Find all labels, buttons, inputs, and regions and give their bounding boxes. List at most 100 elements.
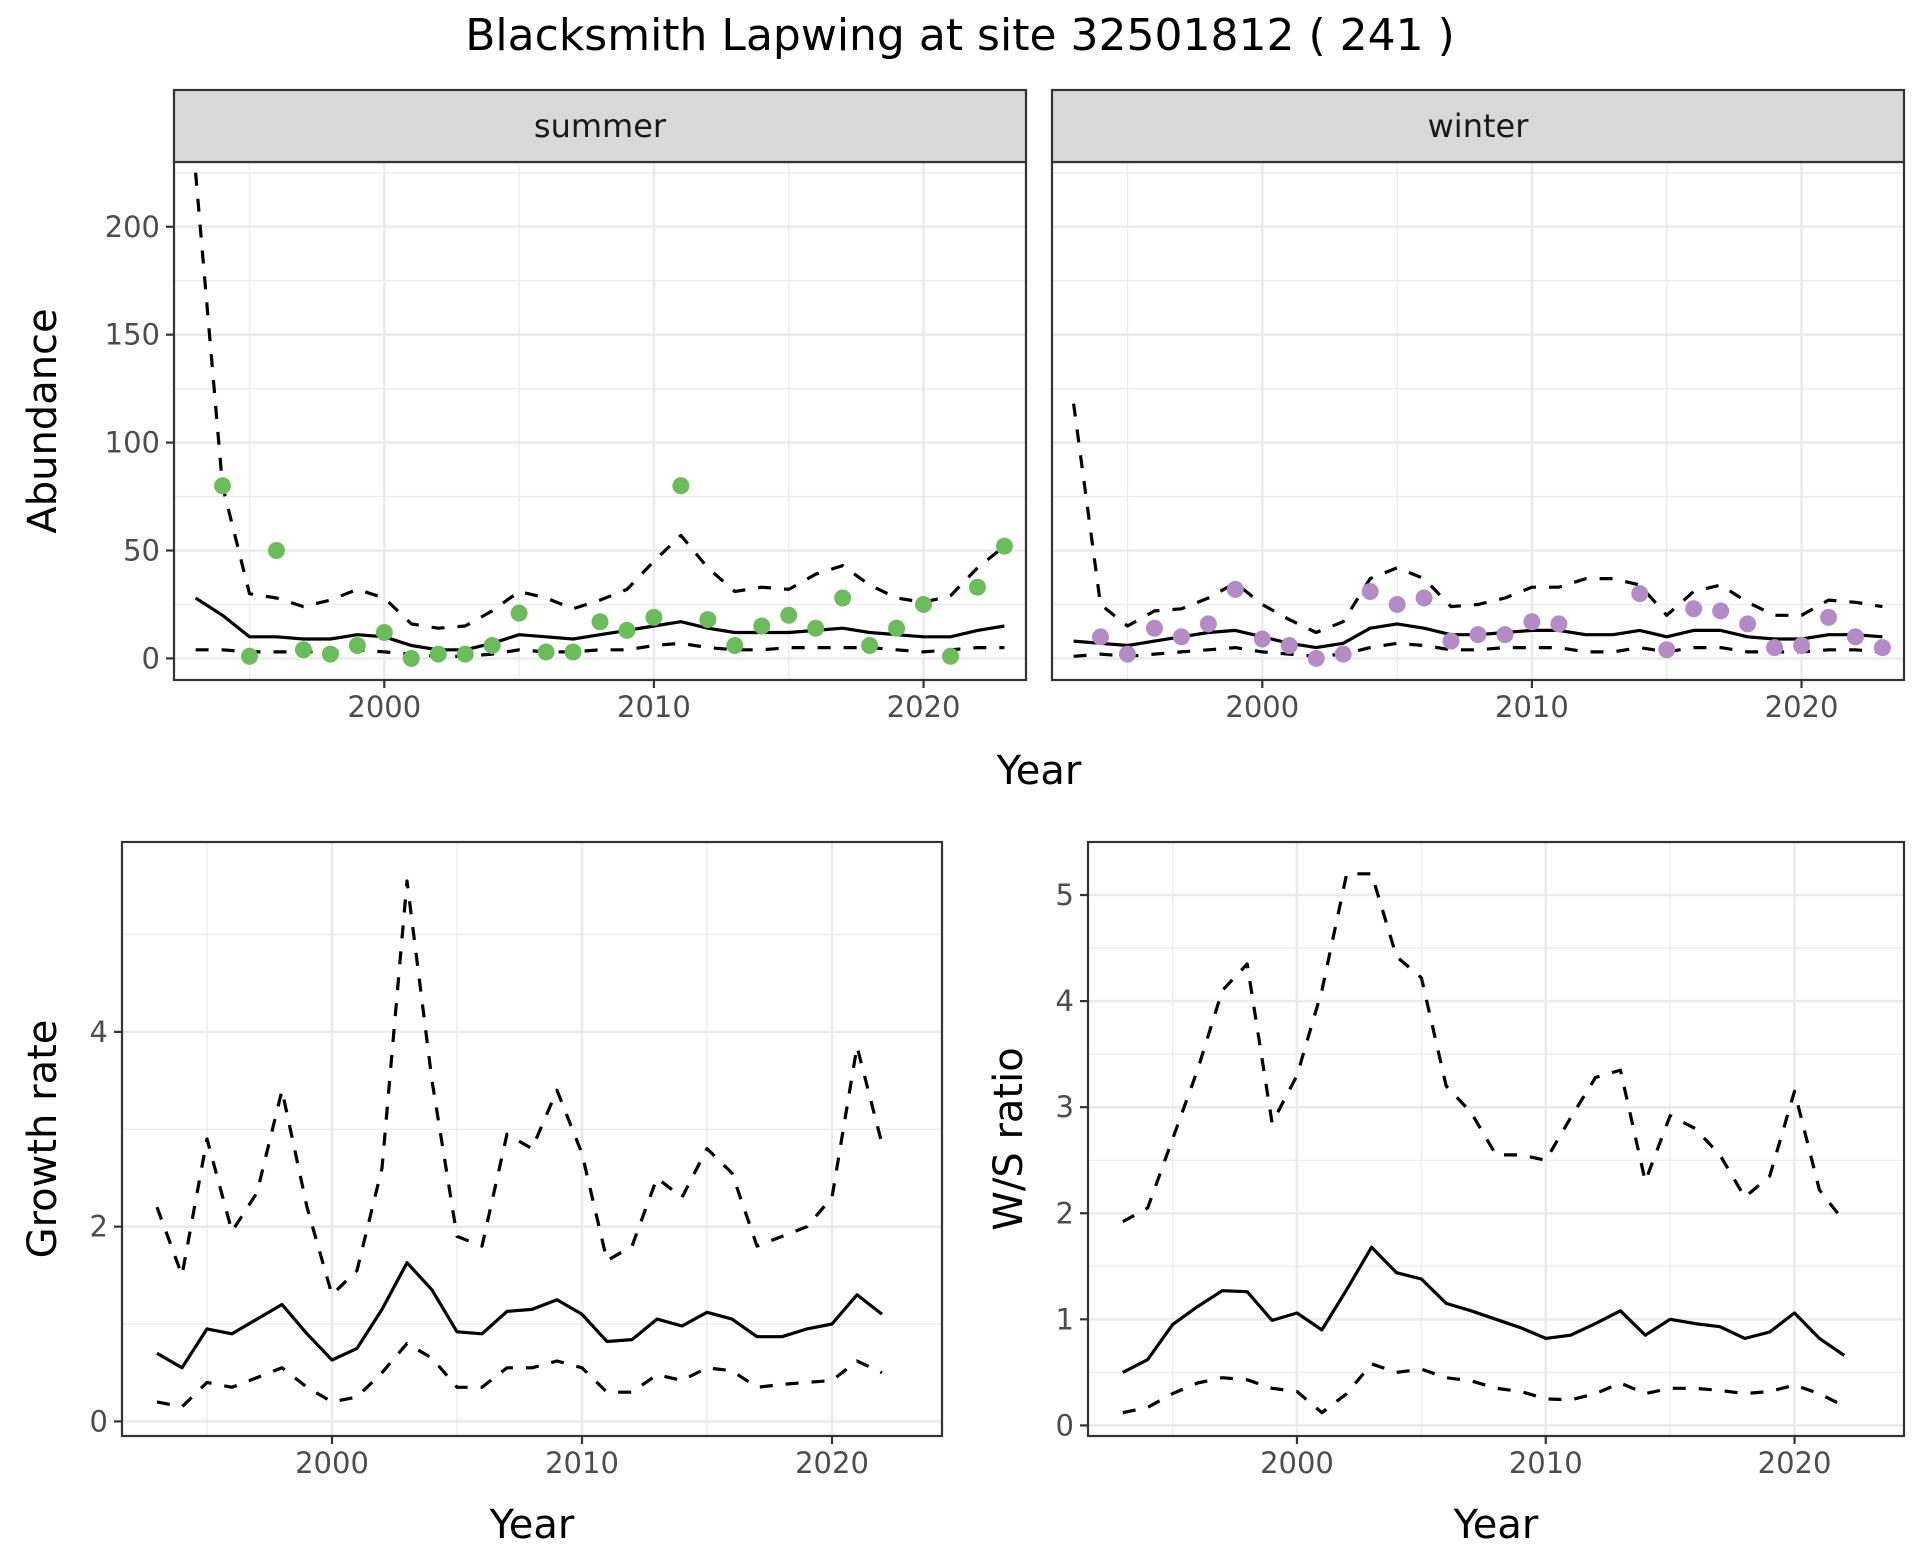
figure-title: Blacksmith Lapwing at site 32501812 ( 24… [465, 10, 1454, 61]
data-points [1092, 580, 1891, 667]
panel-border [1086, 840, 1906, 1438]
y-tick-label: 4 [1056, 984, 1074, 1018]
x-tick-label: 2010 [1495, 690, 1569, 724]
data-point [780, 606, 798, 624]
y-tick-label: 0 [1056, 1408, 1074, 1442]
data-point [1280, 636, 1298, 654]
confidence-bound-line-2 [1073, 641, 1883, 658]
facet-x-axis-title: Year [996, 748, 1082, 794]
x-tick-label: 2020 [1758, 1446, 1832, 1480]
confidence-bound-line-2 [156, 1341, 883, 1409]
data-point [861, 636, 879, 654]
x-axis-ticks: 2000 2010 2020 [1260, 1436, 1831, 1480]
data-point [699, 611, 717, 629]
data-point [1334, 645, 1352, 663]
x-axis-title: Year [1453, 1502, 1539, 1548]
data-point [1361, 583, 1379, 601]
x-tick-label: 2020 [795, 1446, 869, 1480]
data-point [375, 624, 393, 642]
facet-strip-label: summer [534, 107, 667, 145]
data-point [1145, 619, 1163, 637]
facet-strip [1050, 88, 1906, 164]
panel-growth: 2000 2010 2020 0 2 4 Growth rate Year [20, 840, 944, 1548]
x-tick-label: 2010 [1509, 1446, 1583, 1480]
y-tick-label: 150 [105, 318, 160, 352]
x-tick-label: 2010 [617, 690, 691, 724]
data-point [1820, 608, 1838, 626]
panel-winter: winter 2000 2010 2020 [1050, 88, 1906, 724]
data-point [510, 604, 528, 622]
x-tick-label: 2000 [347, 690, 421, 724]
y-tick-label: 2 [90, 1210, 108, 1244]
x-axis-ticks: 2000 2010 2020 [347, 680, 960, 724]
data-point [564, 643, 582, 661]
grid-lines [122, 842, 942, 1436]
data-point [1253, 630, 1271, 648]
y-tick-label: 4 [90, 1015, 108, 1049]
data-point [1550, 615, 1568, 633]
data-point [1226, 580, 1244, 598]
data-point [995, 537, 1013, 555]
data-point [402, 649, 420, 667]
data-point [1415, 589, 1433, 607]
panel-background [174, 162, 1026, 680]
confidence-bound-line-1 [194, 172, 1006, 630]
data-point [1739, 615, 1757, 633]
data-point [294, 641, 312, 659]
data-point [214, 477, 232, 495]
data-point [1631, 585, 1649, 603]
data-point [1846, 628, 1864, 646]
estimate-line-0 [156, 1261, 883, 1370]
y-axis-ticks: 0 50 100 150 200 [105, 210, 174, 675]
data-point [1685, 600, 1703, 618]
y-tick-label: 0 [142, 641, 160, 675]
data-point [807, 619, 825, 637]
data-point [1658, 641, 1676, 659]
data-point [240, 647, 258, 665]
data-point [1712, 602, 1730, 620]
data-point [1118, 645, 1136, 663]
data-point [1307, 649, 1325, 667]
x-tick-label: 2000 [1225, 690, 1299, 724]
data-point [915, 595, 933, 613]
data-point [429, 645, 447, 663]
data-points [214, 477, 1013, 667]
x-tick-label: 2020 [887, 690, 961, 724]
panel-background [1052, 162, 1904, 680]
panel-summer: summer 2000 2010 2020 0 50 100 150 200 Abundance [20, 88, 1028, 724]
y-axis-title: W/S ratio [986, 1047, 1032, 1230]
data-point [726, 636, 744, 654]
data-point [267, 542, 285, 559]
data-point [456, 645, 474, 663]
y-tick-label: 0 [90, 1404, 108, 1438]
estimate-line-0 [1122, 1245, 1846, 1374]
y-axis-title: Growth rate [20, 1020, 66, 1259]
panel-background [122, 842, 942, 1436]
data-point [1496, 626, 1514, 644]
data-point [1469, 626, 1487, 644]
x-tick-label: 2000 [295, 1446, 369, 1480]
confidence-bound-line-1 [155, 879, 884, 1297]
confidence-bound-line-1 [1072, 403, 1883, 635]
data-point [1523, 613, 1541, 631]
data-point [942, 647, 960, 665]
data-point [348, 636, 366, 654]
grid-lines [1052, 162, 1904, 680]
y-tick-label: 2 [1056, 1196, 1074, 1230]
facet-strip [172, 88, 1028, 164]
panel-background [1088, 842, 1904, 1436]
facet-strip-label: winter [1428, 107, 1530, 145]
grid-lines [174, 162, 1026, 680]
x-tick-label: 2000 [1260, 1446, 1334, 1480]
y-axis-ticks: 0 1 2 3 4 5 [1056, 878, 1088, 1442]
data-point [1766, 639, 1784, 657]
x-tick-label: 2010 [545, 1446, 619, 1480]
data-point [483, 636, 501, 654]
data-point [1199, 615, 1217, 633]
data-point [591, 613, 609, 631]
data-point [1092, 628, 1110, 646]
y-axis-title: Abundance [20, 308, 66, 533]
confidence-bound-line-1 [1122, 872, 1846, 1224]
